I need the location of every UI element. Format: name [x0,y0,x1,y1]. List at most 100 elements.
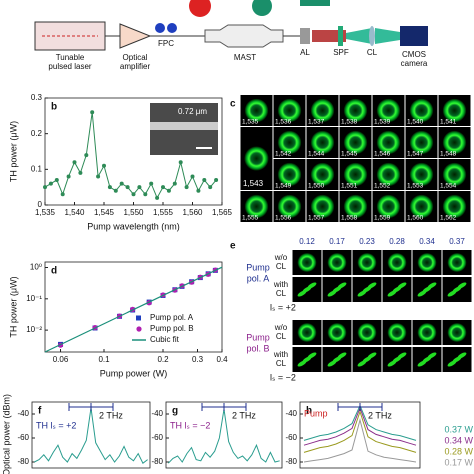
label: CMOS [402,50,426,59]
y-tick-label: 0.3 [31,93,43,102]
ring [297,253,317,272]
tile-label: 1,554 [440,183,457,190]
fringe [397,282,407,289]
y-tick-label: -40 [17,409,29,418]
tile-label: 1,542 [275,151,292,158]
ring [409,98,434,123]
data-point [107,185,112,190]
data-point [54,178,59,183]
data-point [72,160,77,165]
legend-swatch [136,326,142,332]
plot-frame [31,401,151,469]
label: MAST [234,53,256,62]
ring [343,194,368,219]
row-label: CL [276,289,287,298]
ring [357,253,377,272]
column-header: 0.23 [359,237,375,246]
panel-letter: g [172,406,178,417]
tile-label: 1,547 [407,151,424,158]
data-point [48,181,53,186]
fringe [307,352,317,359]
x-tick-label: 1,545 [94,208,115,217]
amplifier [119,23,152,49]
data-point [208,185,213,190]
tile-label: 1,558 [341,215,358,222]
row-label: with [273,280,288,289]
data-point [84,153,89,158]
charge-label: lₛ = −2 [270,372,296,382]
data-point [155,195,160,200]
ring [343,98,368,123]
label: AL [300,48,310,57]
data-point [161,185,165,190]
y-tick-label: 10⁻² [26,325,42,334]
ring [327,253,347,272]
fringe [337,282,347,289]
annotation: 2 THz [99,410,123,420]
beam [312,30,346,42]
data-point [166,188,171,193]
legend-label: 0.17 W [444,457,473,467]
x-tick-label: 1,565 [212,208,233,217]
data-point [178,160,183,165]
plot-frame [44,261,223,353]
ring [277,194,302,219]
x-tick-label: 0.1 [98,355,110,364]
y-tick-label: -60 [151,433,163,442]
ring [442,98,467,123]
fpc-paddle [155,23,165,33]
legend-label: Cubic fit [150,335,180,344]
ring [277,130,302,155]
x-tick-label: 0.06 [53,355,69,364]
panel-letter: e [230,241,236,252]
tile-label: 1,540 [407,119,424,126]
ring [277,162,302,187]
icon [300,0,330,6]
ring [376,194,401,219]
ring [376,130,401,155]
camera [400,26,428,46]
row-label: CL [276,262,287,271]
label: pulsed laser [48,62,91,71]
spectrum-line [167,409,280,464]
tile-label: 1,538 [341,119,358,126]
label: CL [367,48,378,57]
icon [189,0,211,17]
tile-label: 1,539 [374,119,391,126]
label: camera [401,59,428,68]
column-header: 0.34 [419,237,435,246]
group-label: Pump [246,332,270,342]
charge-label: lₛ = +2 [270,302,296,312]
ring [447,323,467,342]
x-tick-label: 1,555 [153,208,174,217]
ring [327,323,347,342]
ring [442,162,467,187]
row-label: CL [276,332,287,341]
x-axis-label: Pump power (W) [100,368,168,378]
ring [244,194,269,219]
tile-label: 1,553 [407,183,424,190]
fpc-paddle [167,23,177,33]
column-header: 0.37 [449,237,465,246]
x-tick-label: 1,540 [64,208,85,217]
row-label: w/o [274,323,288,332]
data-point [96,174,101,179]
fringe [397,352,407,359]
data-line [44,112,217,200]
fringe [427,352,437,359]
panel-letter: f [38,406,42,417]
legend-swatch [136,315,141,321]
y-tick-label: -80 [151,457,163,466]
tile-label: 1,549 [275,183,292,190]
filter [338,26,343,46]
tile-label: 1,543 [243,179,264,188]
y-tick-label: 10⁻¹ [26,294,42,303]
x-tick-label: 1,550 [123,208,144,217]
legend-label: Pump pol. A [150,313,194,322]
data-point [184,185,189,190]
panel-letter: h [306,406,312,417]
setup: Tunable pulsed laser Optical amplifier F… [34,0,428,71]
y-tick-label: 0.1 [31,164,43,173]
ring [417,253,437,272]
x-tick-label: 0.2 [157,355,169,364]
